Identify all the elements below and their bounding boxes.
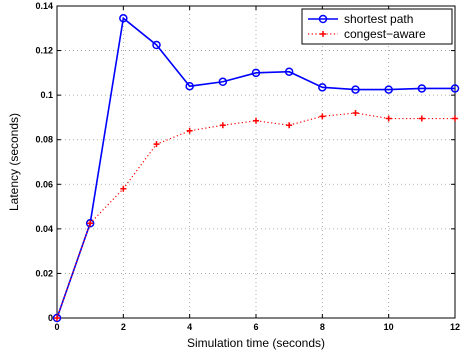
- x-tick-label: 8: [320, 322, 325, 332]
- x-tick-labels: 0 2 4 6 8 10 12: [54, 322, 460, 332]
- y-tick-label: 0.08: [35, 135, 53, 145]
- legend-box: [301, 8, 453, 45]
- x-tick-label: 2: [121, 322, 126, 332]
- x-tick-label: 12: [450, 322, 460, 332]
- data-point: [87, 220, 94, 227]
- data-point: [119, 14, 128, 23]
- y-tick-label: 0.02: [35, 268, 53, 278]
- y-tick-label: 0.12: [35, 46, 53, 56]
- y-tick-label: 0: [48, 313, 53, 323]
- data-point: [120, 185, 127, 192]
- data-point: [318, 83, 327, 92]
- data-point: [251, 68, 261, 78]
- data-point: [218, 77, 228, 87]
- data-point: [385, 115, 392, 122]
- y-tick-labels: 0 0.02 0.04 0.06 0.08 0.1 0.12 0.14: [35, 1, 53, 323]
- series-plus: [54, 109, 458, 321]
- y-tick-label: 0.04: [35, 224, 53, 234]
- data-point: [417, 84, 427, 93]
- data-point: [152, 40, 161, 50]
- x-tick-label: 6: [253, 322, 258, 332]
- series-circle: [52, 14, 460, 323]
- legend-entry: congest−aware: [308, 27, 426, 41]
- data-point: [219, 122, 226, 129]
- data-point: [253, 117, 259, 124]
- x-tick-label: 0: [54, 322, 59, 332]
- legend-marker: [320, 31, 326, 37]
- series-line: [56, 16, 455, 319]
- data-point: [284, 67, 294, 76]
- data-point: [185, 81, 194, 91]
- data-point: [452, 115, 458, 122]
- data-point: [319, 113, 326, 120]
- y-tick-label: 0.14: [35, 1, 53, 11]
- axis-ticks: [56, 5, 456, 319]
- legend-label: congest−aware: [344, 27, 426, 41]
- data-point: [153, 141, 160, 148]
- data-point: [384, 85, 393, 94]
- legend-marker: [318, 14, 328, 24]
- data-point: [352, 109, 359, 116]
- legend-entry: shortest path: [308, 12, 413, 26]
- x-tick-label: 4: [187, 322, 192, 332]
- grid-lines: [57, 6, 455, 318]
- data-point: [450, 84, 460, 93]
- data-point: [351, 85, 360, 94]
- data-point: [54, 315, 60, 321]
- series-group: [52, 14, 460, 323]
- y-axis-label: Latency (seconds): [7, 113, 21, 211]
- x-tick-label: 10: [384, 322, 394, 332]
- data-point: [286, 122, 293, 129]
- x-axis-label: Simulation time (seconds): [187, 336, 325, 350]
- legend-label: shortest path: [344, 12, 413, 26]
- data-point: [52, 313, 62, 323]
- y-tick-label: 0.06: [35, 179, 53, 189]
- data-point: [186, 127, 193, 134]
- y-tick-label: 0.1: [40, 90, 53, 100]
- data-point: [418, 115, 425, 122]
- series-line: [56, 112, 455, 319]
- data-point: [85, 219, 95, 228]
